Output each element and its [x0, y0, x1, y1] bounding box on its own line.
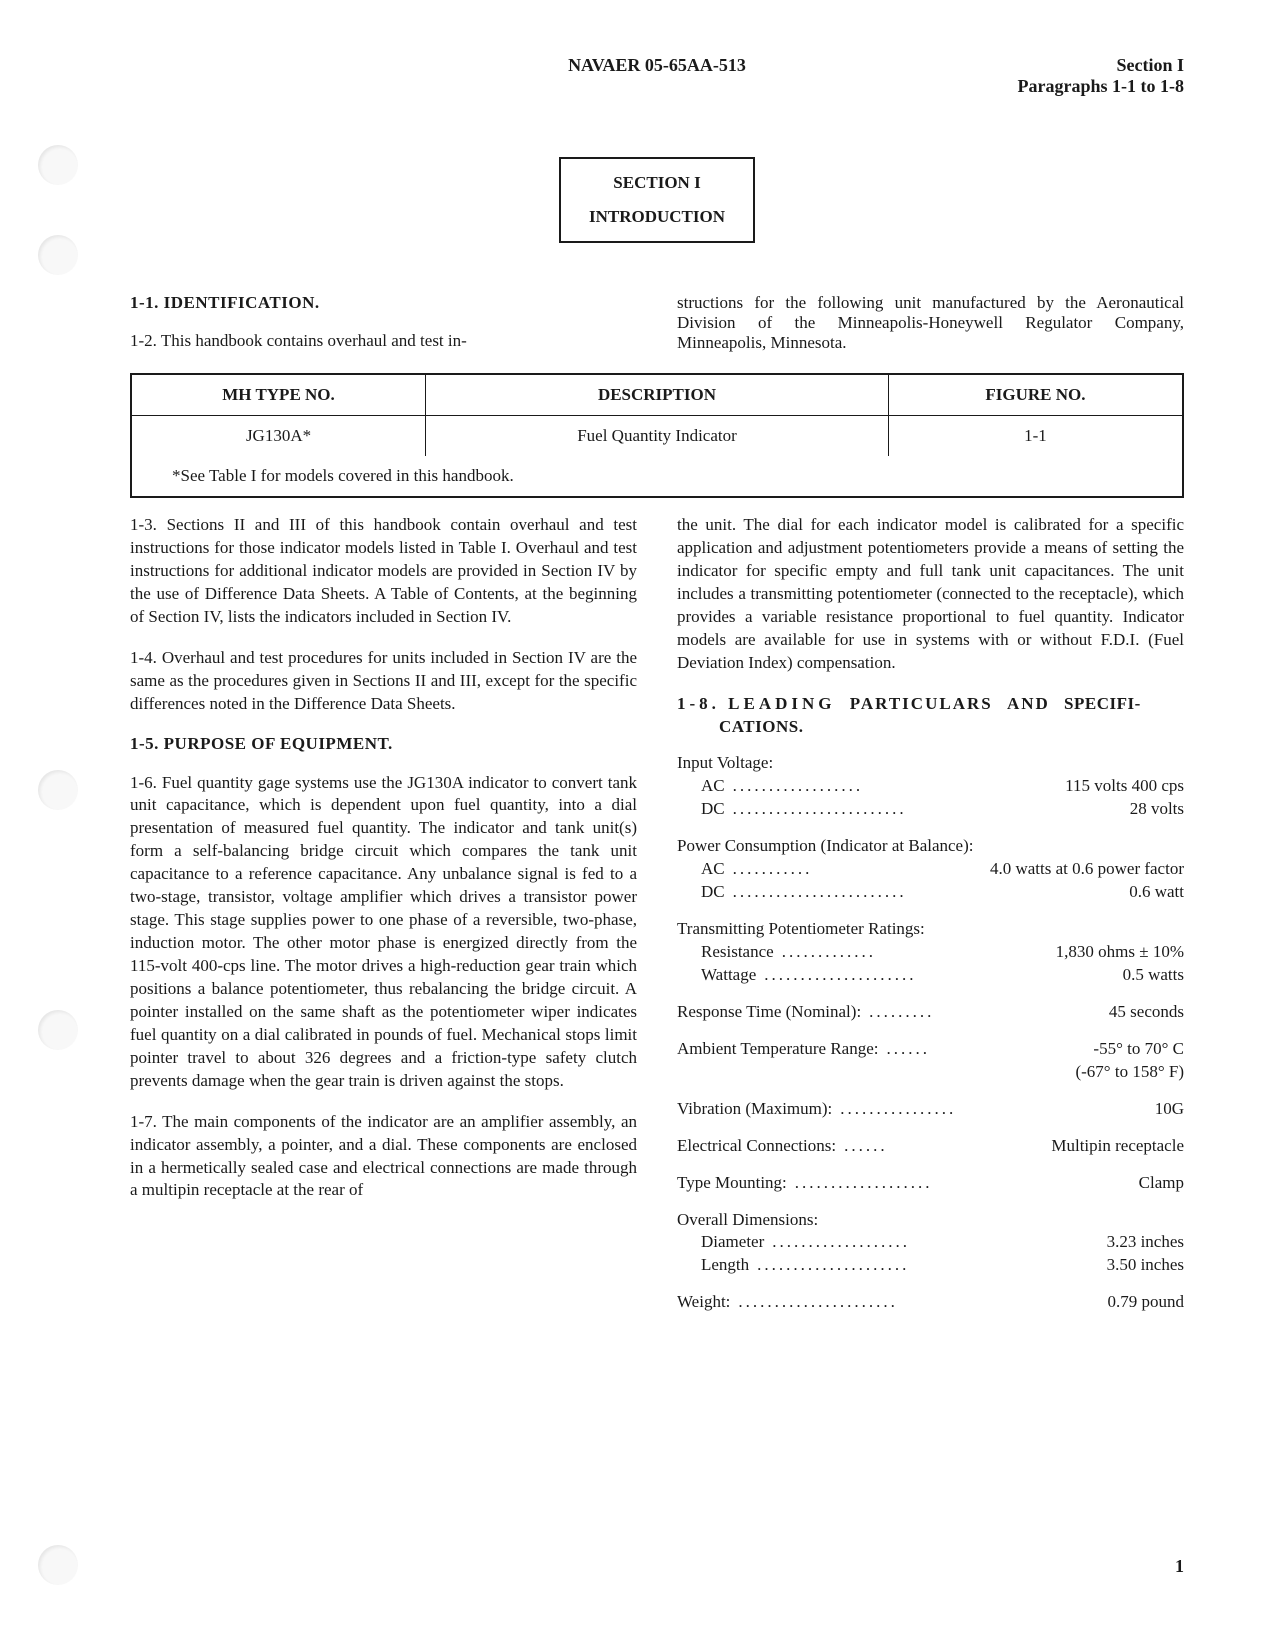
spec-dimensions: Overall Dimensions: Diameter ...........… [677, 1209, 1184, 1278]
leader-dots: ...... [836, 1135, 1051, 1158]
heading-1-1: 1-1. IDENTIFICATION. [130, 293, 637, 313]
spec-label: Response Time (Nominal): [677, 1001, 861, 1024]
table-note: *See Table I for models covered in this … [131, 456, 1183, 497]
page-header: NAVAER 05-65AA-513 Section I Paragraphs … [130, 55, 1184, 97]
table-cell: JG130A* [131, 416, 426, 457]
spec-label: Diameter [701, 1231, 764, 1254]
spec-title: Power Consumption (Indicator at Balance)… [677, 835, 1184, 858]
spec-label: AC [701, 858, 725, 881]
spec-value: 4.0 watts at 0.6 power factor [990, 858, 1184, 881]
spec-value: 115 volts 400 cps [1065, 775, 1184, 798]
leader-dots: ...................... [730, 1291, 1107, 1314]
doc-number: NAVAER 05-65AA-513 [481, 55, 832, 76]
spec-value-line2: (-67° to 158° F) [677, 1061, 1184, 1084]
leader-dots: ..................... [756, 964, 1122, 987]
table-header: DESCRIPTION [426, 374, 889, 416]
spec-label: Weight: [677, 1291, 730, 1314]
spec-label: Length [701, 1254, 749, 1277]
spec-label: Vibration (Maximum): [677, 1098, 832, 1121]
spec-mounting: Type Mounting: ................... Clamp [677, 1172, 1184, 1195]
spec-ambient-temp: Ambient Temperature Range: ...... -55° t… [677, 1038, 1184, 1084]
leader-dots: ........... [725, 858, 990, 881]
spec-value: -55° to 70° C [1093, 1038, 1184, 1061]
table-cell: 1-1 [888, 416, 1183, 457]
spec-value: 1,830 ohms ± 10% [1056, 941, 1184, 964]
spec-value: 3.50 inches [1107, 1254, 1184, 1277]
heading-1-8: 1-8. LEADING PARTICULARS AND SPECIFI- CA… [677, 693, 1184, 739]
section-title-box: SECTION I INTRODUCTION [559, 157, 755, 243]
spec-vibration: Vibration (Maximum): ................ 10… [677, 1098, 1184, 1121]
section-title-box-wrapper: SECTION I INTRODUCTION [130, 157, 1184, 243]
spec-title: Input Voltage: [677, 752, 1184, 775]
spec-electrical: Electrical Connections: ...... Multipin … [677, 1135, 1184, 1158]
section-title: INTRODUCTION [589, 207, 725, 227]
paragraph-range: Paragraphs 1-1 to 1-8 [833, 76, 1184, 97]
para-1-7-left: 1-7. The main components of the indicato… [130, 1111, 637, 1203]
heading-1-5: 1-5. PURPOSE OF EQUIPMENT. [130, 734, 637, 754]
leader-dots: ................... [764, 1231, 1106, 1254]
para-1-4: 1-4. Overhaul and test procedures for un… [130, 647, 637, 716]
spec-label: DC [701, 881, 725, 904]
binder-hole [38, 1545, 78, 1585]
leader-dots: ........................ [725, 798, 1130, 821]
leader-dots: ................ [832, 1098, 1154, 1121]
section-label: Section I [833, 55, 1184, 76]
body-columns: 1-3. Sections II and III of this handboo… [130, 514, 1184, 1328]
binder-hole [38, 145, 78, 185]
leader-dots: .................. [725, 775, 1066, 798]
spec-value: 0.5 watts [1123, 964, 1184, 987]
spec-label: AC [701, 775, 725, 798]
spec-value: 0.6 watt [1129, 881, 1184, 904]
right-column: the unit. The dial for each indicator mo… [677, 514, 1184, 1328]
spec-value: 45 seconds [1109, 1001, 1184, 1024]
leader-dots: ......... [861, 1001, 1109, 1024]
para-1-2-right: structions for the following unit manufa… [677, 293, 1184, 353]
spec-potentiometer: Transmitting Potentiometer Ratings: Resi… [677, 918, 1184, 987]
intro-row: 1-1. IDENTIFICATION. 1-2. This handbook … [130, 293, 1184, 353]
table-header: FIGURE NO. [888, 374, 1183, 416]
leader-dots: ........................ [725, 881, 1130, 904]
para-1-3: 1-3. Sections II and III of this handboo… [130, 514, 637, 629]
leader-dots: ................... [787, 1172, 1139, 1195]
spec-label: Electrical Connections: [677, 1135, 836, 1158]
spec-response-time: Response Time (Nominal): ......... 45 se… [677, 1001, 1184, 1024]
spec-value: Multipin receptacle [1051, 1135, 1184, 1158]
identification-table: MH TYPE NO. DESCRIPTION FIGURE NO. JG130… [130, 373, 1184, 498]
leader-dots: ...... [879, 1038, 1094, 1061]
table-header: MH TYPE NO. [131, 374, 426, 416]
page-number: 1 [1175, 1556, 1184, 1577]
spec-weight: Weight: ...................... 0.79 poun… [677, 1291, 1184, 1314]
binder-hole [38, 1010, 78, 1050]
section-number: SECTION I [589, 173, 725, 193]
spec-title: Transmitting Potentiometer Ratings: [677, 918, 1184, 941]
spec-value: 0.79 pound [1108, 1291, 1185, 1314]
para-1-2-left: 1-2. This handbook contains overhaul and… [130, 331, 637, 351]
spec-label: Wattage [701, 964, 756, 987]
spec-label: Resistance [701, 941, 774, 964]
leader-dots: ............. [774, 941, 1056, 964]
table-cell: Fuel Quantity Indicator [426, 416, 889, 457]
spec-power: Power Consumption (Indicator at Balance)… [677, 835, 1184, 904]
spec-label: Ambient Temperature Range: [677, 1038, 879, 1061]
spec-value: 28 volts [1130, 798, 1184, 821]
left-column: 1-3. Sections II and III of this handboo… [130, 514, 637, 1328]
spec-title: Overall Dimensions: [677, 1209, 1184, 1232]
para-1-6: 1-6. Fuel quantity gage systems use the … [130, 772, 637, 1093]
spec-label: DC [701, 798, 725, 821]
para-1-7-right: the unit. The dial for each indicator mo… [677, 514, 1184, 675]
spec-input-voltage: Input Voltage: AC .................. 115… [677, 752, 1184, 821]
spec-value: Clamp [1139, 1172, 1184, 1195]
spec-label: Type Mounting: [677, 1172, 787, 1195]
binder-hole [38, 235, 78, 275]
leader-dots: ..................... [749, 1254, 1106, 1277]
spec-value: 10G [1155, 1098, 1184, 1121]
spec-value: 3.23 inches [1107, 1231, 1184, 1254]
binder-hole [38, 770, 78, 810]
